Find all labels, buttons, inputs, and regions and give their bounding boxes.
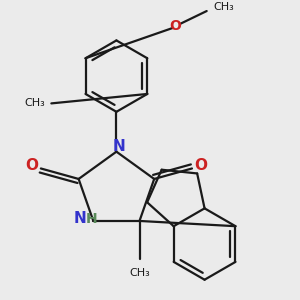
Text: CH₃: CH₃ [24,98,45,108]
Text: CH₃: CH₃ [213,2,234,12]
Text: O: O [26,158,38,173]
Text: N: N [112,139,125,154]
Text: H: H [85,212,97,226]
Text: N: N [74,211,86,226]
Text: CH₃: CH₃ [129,268,150,278]
Text: O: O [194,158,207,173]
Text: O: O [169,19,181,33]
